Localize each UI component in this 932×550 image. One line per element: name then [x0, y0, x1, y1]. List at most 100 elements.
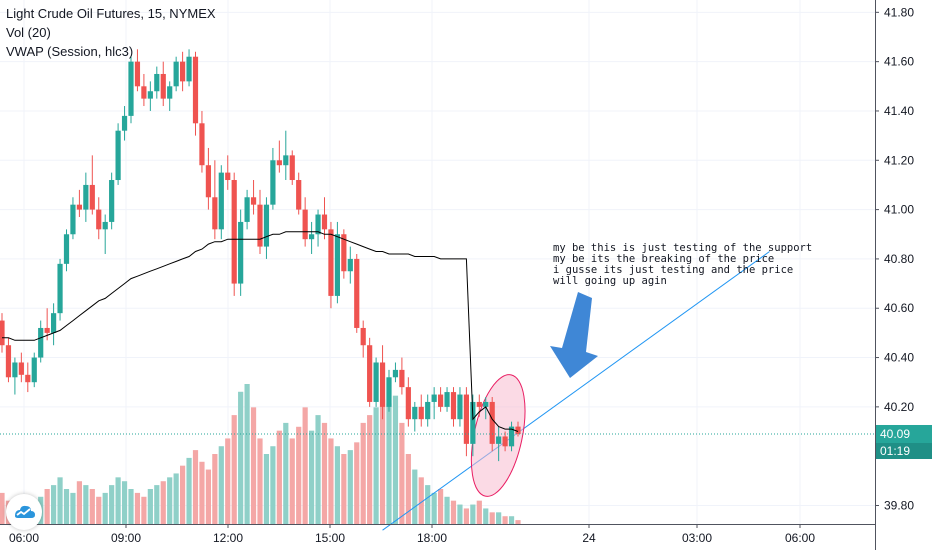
candle-body [328, 229, 334, 296]
candle-body [438, 394, 444, 407]
volume-bar [392, 395, 399, 524]
volume-bar [205, 469, 211, 524]
volume-bar [218, 446, 224, 524]
volume-bar [309, 430, 315, 524]
volume-bar [418, 477, 424, 524]
volume-bar [180, 465, 186, 524]
volume-bar [44, 489, 50, 524]
time-tick-label: 18:00 [417, 531, 447, 545]
time-tick-label: 24 [582, 531, 596, 545]
time-tick-label: 12:00 [213, 531, 243, 545]
candle-body [296, 180, 302, 210]
legend-vwap: VWAP (Session, hlc3) [6, 44, 134, 59]
candle-body [154, 73, 160, 92]
volume-bar [508, 516, 515, 524]
candle-body [367, 345, 373, 402]
tradingview-cloud-icon[interactable] [6, 494, 42, 530]
price-tick-label: 41.60 [884, 55, 914, 69]
candle-body [309, 234, 315, 240]
time-tick-label: 15:00 [315, 531, 345, 545]
volume-bar [496, 512, 502, 524]
candle-body [18, 362, 24, 375]
candle-body [354, 258, 360, 328]
price-tick-label: 40.60 [884, 301, 914, 315]
candle-body [341, 234, 347, 272]
candle-body [38, 327, 44, 358]
trendline [382, 251, 770, 531]
volume-bar [302, 407, 308, 524]
candle-body [51, 313, 57, 333]
volume-bar [57, 477, 63, 524]
candle-body [5, 345, 12, 378]
candle-body [212, 197, 218, 230]
price-tick-label: 41.80 [884, 5, 914, 19]
candle-body [270, 160, 276, 205]
volume-bar [399, 422, 405, 524]
candle-body [231, 180, 237, 284]
candle-body [450, 392, 457, 420]
candle-body [457, 394, 463, 420]
candle-body [180, 61, 186, 82]
volume-bar [270, 446, 276, 524]
candle-body [289, 155, 295, 181]
candle-body [418, 406, 424, 420]
volume-bar [276, 430, 282, 524]
candle-body [96, 209, 102, 230]
candle-body [186, 56, 192, 82]
legend-title: Light Crude Oil Futures, 15, NYMEX [6, 6, 216, 21]
volume-bar [502, 516, 508, 524]
countdown-badge-value: 01:19 [880, 444, 910, 458]
candle-body [515, 426, 521, 434]
candle-body [276, 160, 282, 166]
price-tick-label: 41.40 [884, 104, 914, 118]
volume-bar [173, 473, 179, 524]
candle-body [0, 320, 5, 346]
volume-bar [76, 481, 82, 524]
volume-bar [379, 399, 386, 524]
candle-body [109, 180, 115, 222]
candle-body [483, 401, 489, 407]
candle-body [205, 165, 211, 198]
candle-body [321, 214, 328, 230]
candle-body [315, 214, 321, 235]
volume-bar [96, 496, 102, 524]
volume-bar [212, 454, 218, 524]
annotation-text[interactable]: my be this is just testing of the suppor… [553, 243, 843, 287]
candle-body [444, 392, 450, 407]
price-tick-label: 41.00 [884, 203, 914, 217]
volume-bar [167, 477, 173, 524]
price-tick-label: 39.80 [884, 499, 914, 513]
annotation-line-3: i gusse its just testing and the price [553, 264, 794, 276]
candle-body [225, 172, 231, 181]
volume-bar [128, 489, 134, 524]
candle-body [425, 401, 431, 420]
volume-bar [147, 489, 153, 524]
volume-bar [283, 422, 289, 524]
candle-body [160, 73, 166, 99]
volume-bar [186, 457, 192, 524]
volume-bar [450, 500, 457, 524]
volume-bar [463, 508, 469, 524]
volume-bar [360, 422, 366, 524]
volume-bar [192, 450, 199, 524]
candle-body [102, 221, 108, 230]
candle-body [496, 436, 502, 444]
candle-body [360, 327, 366, 346]
candle-body [63, 234, 70, 264]
candle-body [141, 86, 147, 99]
candle-body [347, 258, 353, 272]
volume-bar [347, 450, 353, 524]
volume-bar [51, 485, 57, 524]
volume-bar [63, 489, 70, 524]
volume-bar [341, 454, 347, 524]
volume-bar [476, 500, 482, 524]
candle-body [44, 327, 50, 333]
candle-body [57, 263, 63, 314]
volume-bar [315, 415, 321, 524]
candle-body [218, 172, 224, 230]
price-badge [876, 424, 932, 443]
candle-body [31, 357, 37, 383]
candle-body [392, 369, 399, 378]
volume-bar [296, 426, 302, 524]
